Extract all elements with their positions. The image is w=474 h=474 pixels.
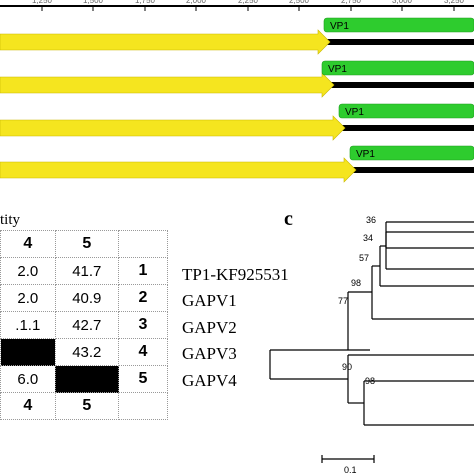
identity-value: 41.7 — [54, 257, 120, 285]
ruler-tick-label: 2,250 — [238, 0, 259, 5]
isolate-name: GAPV1 — [182, 291, 237, 310]
ruler-tick-label: 1,750 — [135, 0, 156, 5]
bootstrap-value: 34 — [363, 233, 373, 243]
vp1-feature — [338, 103, 474, 119]
vp1-label: VP1 — [330, 21, 349, 32]
bootstrap-value: 36 — [366, 215, 376, 225]
bootstrap-value: 98 — [365, 376, 375, 386]
genome-backbone — [328, 82, 474, 88]
identity-value: 2.0 — [0, 257, 56, 285]
identity-row: 6.0 5 — [0, 365, 168, 393]
row-index: 2 — [118, 284, 168, 312]
row-index: 1 — [118, 257, 168, 285]
row-index: 5 — [118, 365, 168, 393]
identity-row: 2.0 40.9 2 — [0, 284, 168, 312]
identity-row: 43.2 4 — [0, 338, 168, 366]
column-header: 5 — [54, 230, 120, 258]
column-header: 4 — [0, 230, 56, 258]
genome-map: 1,250 1,500 1,750 2,000 2,250 2,500 2,750 3,000… — [0, 0, 474, 183]
scale-bar: 0.1 — [321, 455, 375, 474]
genome-backbone — [339, 125, 474, 131]
ruler-tick-label: 3,000 — [392, 0, 413, 5]
ruler-tick-label: 2,000 — [186, 0, 207, 5]
identity-table-title: tity — [0, 212, 21, 228]
identity-table: 4 5 2.0 41.7 1 2.0 40.9 2 .1.1 42.7 3 43… — [0, 230, 168, 420]
bootstrap-value: 77 — [338, 296, 348, 306]
self-comparison-cell — [54, 365, 120, 393]
identity-row: .1.1 42.7 3 — [0, 311, 168, 339]
vp1-label: VP1 — [345, 107, 364, 118]
vp1-label: VP1 — [356, 149, 375, 160]
isolate-name: GAPV2 — [182, 318, 237, 337]
vp1-feature — [323, 17, 474, 33]
row-index: 4 — [118, 338, 168, 366]
phylogenetic-tree: 36 34 57 98 77 90 98 0.1 — [269, 215, 474, 474]
column-footer — [118, 392, 168, 420]
ruler-tick-label: 3,250 — [444, 0, 465, 5]
identity-value: 42.7 — [54, 311, 120, 339]
identity-row: 2.0 41.7 1 — [0, 257, 168, 285]
bootstrap-value: 57 — [359, 253, 369, 263]
ruler-tick-label: 1,500 — [83, 0, 104, 5]
row-index: 3 — [118, 311, 168, 339]
orf-arrow — [0, 115, 346, 141]
identity-header-row: 4 5 — [0, 230, 168, 258]
ruler-tick-label: 1,250 — [32, 0, 53, 5]
bootstrap-values: 36 34 57 98 77 90 98 — [338, 215, 376, 386]
genome-track: VP1 — [0, 103, 474, 141]
vp1-feature — [349, 145, 474, 161]
genome-track: VP1 — [0, 17, 474, 55]
vp1-feature — [321, 60, 474, 76]
identity-value: 6.0 — [0, 365, 56, 393]
identity-value: 40.9 — [54, 284, 120, 312]
isolate-name: TP1-KF925531 — [182, 265, 289, 284]
isolate-name: GAPV4 — [182, 371, 237, 390]
orf-arrow — [0, 72, 335, 98]
isolate-name: GAPV3 — [182, 344, 237, 363]
scale-bar-label: 0.1 — [344, 465, 357, 474]
identity-value: 43.2 — [54, 338, 120, 366]
identity-value: .1.1 — [0, 311, 56, 339]
orf-arrow — [0, 29, 331, 55]
identity-value: 2.0 — [0, 284, 56, 312]
genome-backbone — [324, 39, 474, 45]
genome-track: VP1 — [0, 60, 474, 98]
bootstrap-value: 90 — [342, 362, 352, 372]
self-comparison-cell — [0, 338, 56, 366]
column-footer: 4 — [0, 392, 56, 420]
panel-label: c — [284, 208, 293, 230]
orf-arrow — [0, 157, 357, 183]
genome-track: VP1 — [0, 145, 474, 183]
identity-footer-row: 4 5 — [0, 392, 168, 420]
tree-branches — [269, 221, 474, 426]
column-header — [118, 230, 168, 258]
vp1-label: VP1 — [328, 64, 347, 75]
position-ruler: 1,250 1,500 1,750 2,000 2,250 2,500 2,750 3,000… — [0, 0, 474, 11]
ruler-tick-label: 2,750 — [341, 0, 362, 5]
bootstrap-value: 98 — [351, 278, 361, 288]
column-footer: 5 — [54, 392, 120, 420]
ruler-tick-label: 2,500 — [289, 0, 310, 5]
genome-backbone — [350, 167, 474, 173]
